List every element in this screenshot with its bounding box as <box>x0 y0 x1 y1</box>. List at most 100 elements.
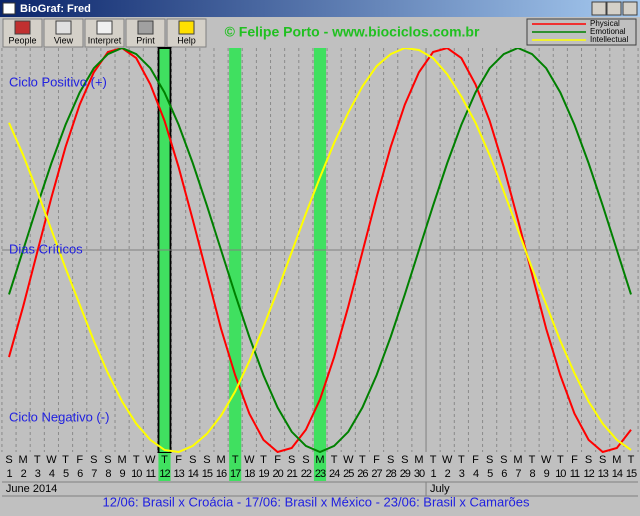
weekday-label: S <box>5 454 12 466</box>
weekday-label: F <box>571 454 578 466</box>
button-label: Interpret <box>88 35 122 45</box>
weekday-label: T <box>232 454 239 466</box>
day-label: 1 <box>431 468 437 480</box>
weekday-label: T <box>430 454 437 466</box>
weekday-label: W <box>244 454 255 466</box>
day-label: 14 <box>612 468 623 480</box>
button-icon <box>96 20 113 35</box>
day-label: 3 <box>35 468 41 480</box>
weekday-label: S <box>500 454 507 466</box>
day-label: 5 <box>487 468 493 480</box>
day-label: 5 <box>63 468 69 480</box>
button-label: People <box>8 35 36 45</box>
weekday-label: S <box>90 454 97 466</box>
weekday-label: S <box>401 454 408 466</box>
day-label: 12 <box>159 468 170 480</box>
button-label: Print <box>136 35 155 45</box>
critical-day-label-bg <box>229 453 242 481</box>
weekday-label: W <box>46 454 57 466</box>
day-label: 30 <box>414 468 425 480</box>
day-label: 25 <box>343 468 354 480</box>
weekday-label: S <box>203 454 210 466</box>
day-label: 9 <box>120 468 126 480</box>
window-title: BioGraf: Fred <box>20 3 91 15</box>
day-label: 2 <box>21 468 27 480</box>
weekday-label: W <box>343 454 354 466</box>
day-label: 3 <box>459 468 465 480</box>
weekday-label: S <box>585 454 592 466</box>
weekday-label: M <box>513 454 522 466</box>
weekday-label: F <box>274 454 281 466</box>
day-label: 20 <box>272 468 283 480</box>
day-label: 24 <box>329 468 340 480</box>
toolbar: People View Interpret Print Help <box>2 18 207 48</box>
weekday-label: S <box>288 454 295 466</box>
day-label: 21 <box>287 468 298 480</box>
legend-label: Physical <box>590 19 620 28</box>
day-label: 14 <box>188 468 199 480</box>
day-label: 12 <box>583 468 594 480</box>
maximize[interactable] <box>606 1 622 16</box>
day-label: 19 <box>258 468 269 480</box>
day-label: 15 <box>202 468 213 480</box>
title-bar <box>0 0 640 17</box>
month-label: July <box>430 483 450 495</box>
weekday-label: F <box>76 454 83 466</box>
app-icon <box>2 2 16 15</box>
critical-label: Dias Críticos <box>9 241 83 256</box>
weekday-label: T <box>331 454 338 466</box>
weekday-label: S <box>486 454 493 466</box>
day-label: 4 <box>49 468 55 480</box>
button-label: Help <box>177 35 196 45</box>
day-label: 16 <box>216 468 227 480</box>
legend-label: Intellectual <box>590 35 628 44</box>
weekday-label: F <box>175 454 182 466</box>
day-label: 17 <box>230 468 241 480</box>
weekday-label: M <box>118 454 127 466</box>
month-label: June 2014 <box>6 483 57 495</box>
day-label: 9 <box>544 468 550 480</box>
minimize[interactable] <box>591 1 607 16</box>
day-label: 4 <box>473 468 479 480</box>
day-label: 18 <box>244 468 255 480</box>
weekday-label: M <box>216 454 225 466</box>
day-label: 8 <box>529 468 535 480</box>
weekday-label: T <box>359 454 366 466</box>
positive-label: Ciclo Positivo (+) <box>9 74 107 89</box>
window-controls <box>591 1 638 16</box>
button-label: View <box>54 35 74 45</box>
day-label: 6 <box>77 468 83 480</box>
weekday-label: M <box>414 454 423 466</box>
weekday-label: T <box>557 454 564 466</box>
button-icon <box>178 20 195 35</box>
weekday-label: T <box>161 454 168 466</box>
day-label: 13 <box>174 468 185 480</box>
watermark: © Felipe Porto - www.biociclos.com.br <box>225 24 480 40</box>
weekday-label: T <box>260 454 267 466</box>
day-label: 10 <box>555 468 566 480</box>
legend-label: Emotional <box>590 27 626 36</box>
critical-day-label-bg <box>313 453 327 481</box>
footer: 12/06: Brasil x Croácia - 17/06: Brasil … <box>102 494 530 509</box>
day-label: 1 <box>6 468 12 480</box>
weekday-label: W <box>541 454 552 466</box>
day-label: 6 <box>501 468 507 480</box>
day-label: 2 <box>445 468 451 480</box>
weekday-label: S <box>599 454 606 466</box>
series-line <box>8 48 632 453</box>
close[interactable] <box>622 1 638 16</box>
weekday-label: W <box>145 454 156 466</box>
day-label: 13 <box>598 468 609 480</box>
weekday-label: T <box>62 454 69 466</box>
plot <box>1 47 639 454</box>
day-label: 11 <box>146 468 156 480</box>
day-label: 15 <box>626 468 637 480</box>
weekday-label: S <box>387 454 394 466</box>
day-label: 26 <box>357 468 368 480</box>
day-label: 23 <box>315 468 326 480</box>
button-icon <box>55 20 72 35</box>
day-label: 11 <box>570 468 580 480</box>
weekday-label: T <box>529 454 536 466</box>
